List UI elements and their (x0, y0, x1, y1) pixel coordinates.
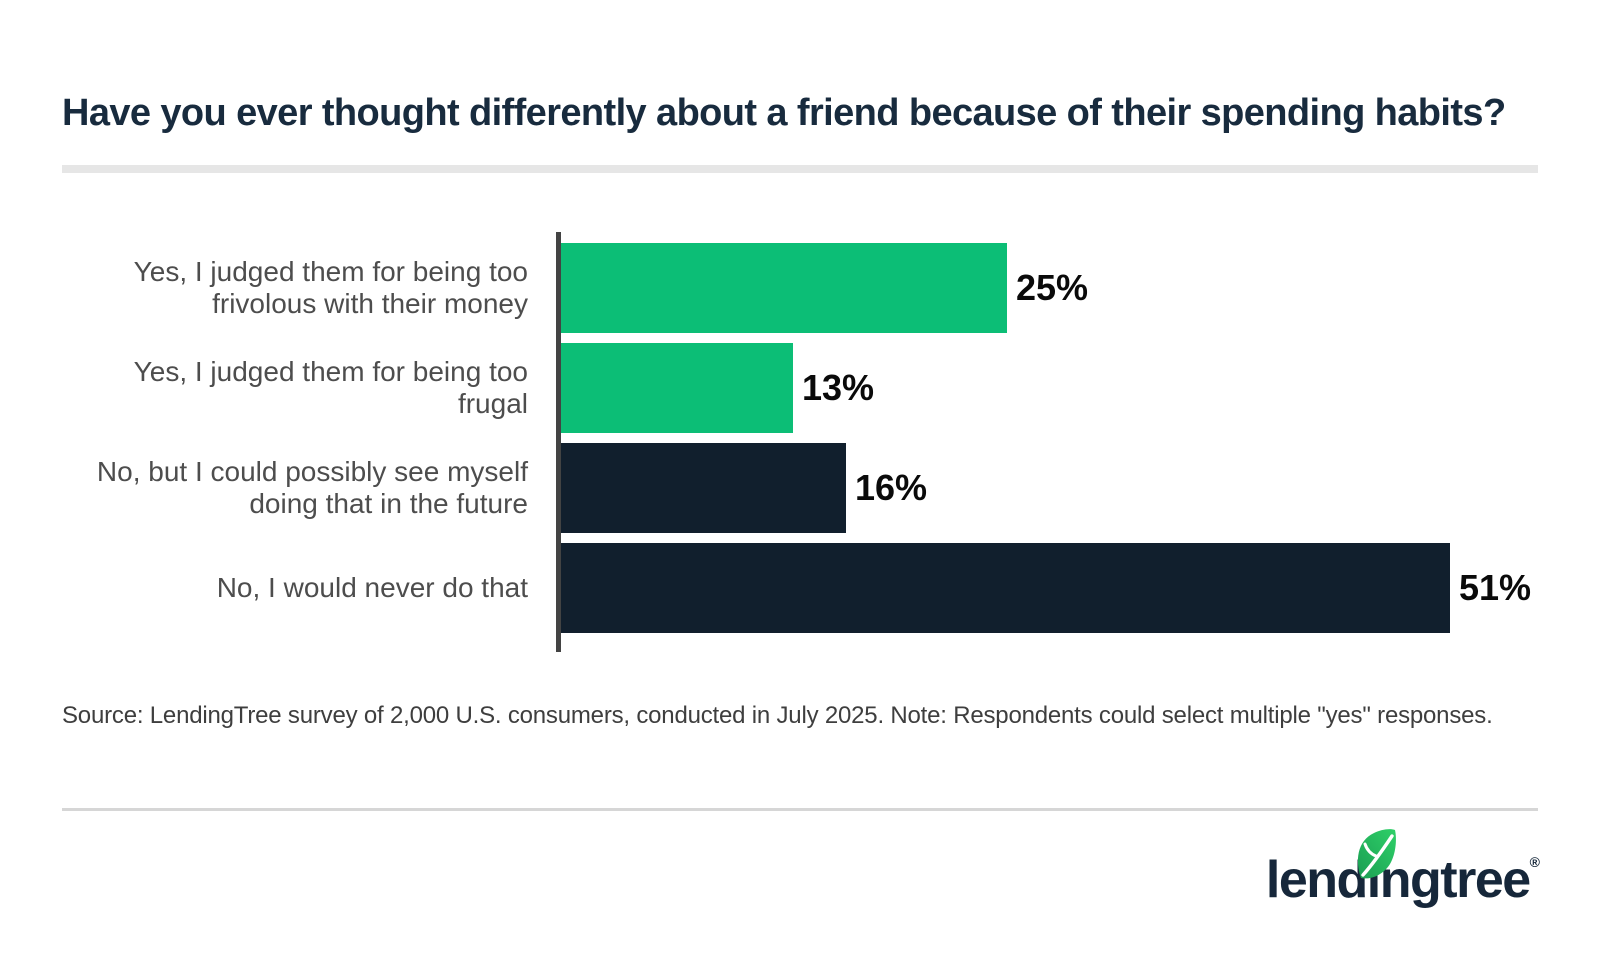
bar (561, 543, 1450, 633)
page-title: Have you ever thought differently about … (62, 92, 1506, 134)
category-label: No, but I could possibly see myself doin… (96, 456, 528, 519)
bar-value-label: 16% (855, 467, 928, 508)
bar-row: 51% (561, 543, 1531, 633)
bar-row: 25% (561, 243, 1531, 333)
category-label: No, I would never do that (216, 572, 528, 603)
bar (561, 243, 1007, 333)
bar-value-label: 51% (1458, 567, 1531, 608)
bar-row: 16% (561, 443, 1531, 533)
lendingtree-logo: lendingtree® (1265, 829, 1540, 922)
bar (561, 443, 846, 533)
chart-axis-line (556, 232, 561, 652)
category-label: Yes, I judged them for being too frugal (133, 356, 528, 419)
footer-divider (62, 808, 1538, 811)
registered-mark: ® (1529, 854, 1540, 870)
bars-column: 25% 13% 16% 51% (561, 243, 1531, 643)
bar-value-label: 25% (1016, 267, 1089, 308)
bar-row: 13% (561, 343, 1531, 433)
title-divider (62, 165, 1538, 173)
bar (561, 343, 793, 433)
source-note: Source: LendingTree survey of 2,000 U.S.… (62, 702, 1493, 729)
logo-text: lendingtree (1265, 851, 1531, 909)
bar-chart: Yes, I judged them for being too frivolo… (62, 232, 1538, 652)
category-label: Yes, I judged them for being too frivolo… (133, 256, 528, 319)
leaf-icon (1357, 829, 1396, 879)
bar-value-label: 13% (802, 367, 875, 408)
category-labels-column: Yes, I judged them for being too frivolo… (62, 243, 528, 643)
